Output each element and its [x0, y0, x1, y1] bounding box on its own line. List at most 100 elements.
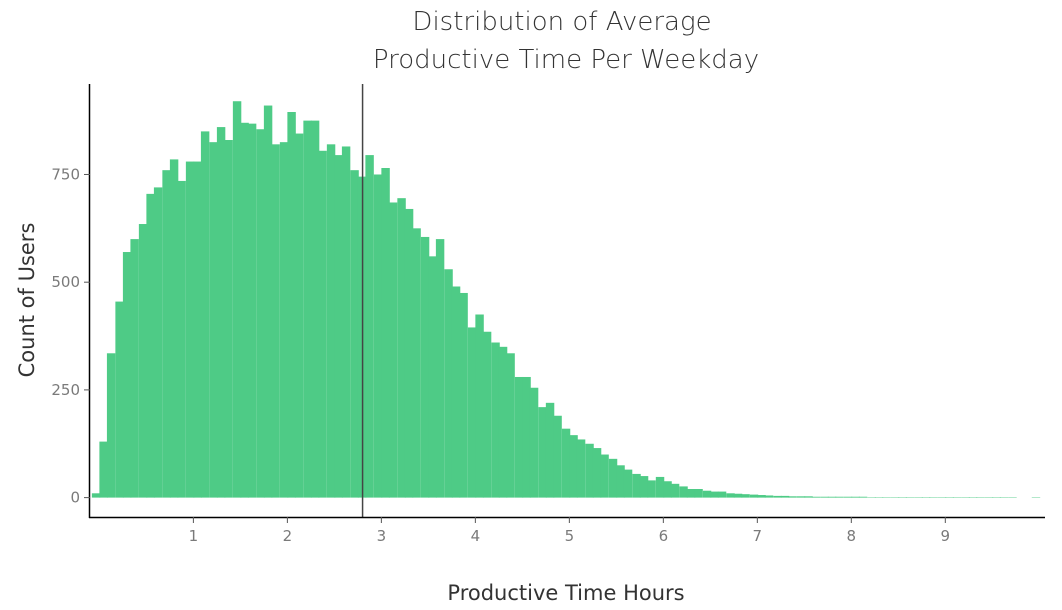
histogram-bar [138, 224, 148, 498]
y-tick-label: 500 [51, 273, 80, 291]
histogram-bar [99, 441, 108, 498]
histogram-bar [146, 193, 155, 498]
histogram-bar [326, 144, 336, 498]
histogram-bar [804, 496, 813, 498]
histogram-bar [788, 496, 797, 498]
histogram-bar [247, 123, 257, 498]
histogram-bar [162, 170, 171, 498]
x-tick-label: 8 [847, 527, 857, 545]
histogram-bar [670, 483, 680, 498]
histogram-bar [749, 494, 759, 498]
histogram-bar [851, 496, 860, 498]
histogram-bar [623, 469, 633, 498]
histogram-bar [773, 495, 782, 498]
histogram-bar [381, 168, 390, 498]
histogram-bar [585, 443, 594, 498]
histogram-bar [655, 476, 665, 498]
histogram-bar [444, 269, 453, 498]
histogram-bar [545, 402, 555, 498]
histogram-bar [240, 122, 249, 498]
histogram-bar [811, 496, 821, 498]
histogram-bar [420, 236, 430, 498]
x-tick-label: 9 [941, 527, 951, 545]
histogram-bar [271, 144, 280, 498]
histogram-bar [514, 376, 524, 498]
histogram-bar [764, 495, 774, 498]
y-axis-ticks: 0 250 500 750 [51, 165, 90, 507]
histogram-bar [153, 187, 163, 498]
histogram-bar [663, 481, 672, 498]
y-tick-label: 750 [51, 165, 80, 183]
histogram-bar [827, 496, 837, 498]
histogram-bar [350, 170, 359, 498]
histogram-bar [639, 476, 649, 498]
histogram-bar [91, 493, 101, 498]
histogram-bar [608, 458, 618, 498]
x-tick-label: 3 [377, 527, 387, 545]
histogram-bar [717, 491, 727, 498]
histogram-bar [334, 155, 343, 498]
x-axis-ticks: 1 2 3 4 5 6 7 8 9 [189, 517, 950, 545]
chart-title-line-1: Distribution of Average [412, 7, 711, 37]
histogram-bar [491, 342, 500, 498]
histogram-bar [561, 428, 571, 498]
histogram-bar [428, 256, 437, 498]
chart-title-line-2: Productive Time Per Weekday [373, 45, 759, 75]
histogram-bar [522, 376, 531, 498]
histogram-bar [475, 314, 484, 498]
histogram-bar [287, 112, 296, 498]
histogram-bar [303, 120, 312, 498]
histogram-bar [592, 448, 602, 498]
histogram-bar [435, 239, 445, 498]
histogram-bar [404, 208, 414, 498]
histogram-bar [177, 180, 186, 498]
histogram-bar [115, 301, 124, 498]
x-tick-label: 2 [283, 527, 293, 545]
histogram-bar [569, 435, 578, 498]
histogram-bar [710, 491, 719, 498]
histogram-bar [835, 496, 844, 498]
histogram-bar [130, 239, 139, 498]
axes [88, 84, 1045, 519]
histogram-bar [232, 101, 242, 498]
histogram-bar [122, 252, 132, 498]
histogram-bar [459, 292, 468, 498]
y-tick-label: 250 [51, 381, 80, 399]
histogram-bar [397, 198, 406, 498]
histogram-bar [318, 150, 327, 498]
histogram-bar [224, 140, 233, 498]
x-tick-label: 7 [753, 527, 763, 545]
histogram-bar [185, 161, 195, 498]
histogram-bar [741, 494, 750, 498]
histogram-bar [451, 286, 461, 498]
histogram-bar [412, 228, 421, 498]
histogram-bar [686, 489, 696, 498]
y-tick-label: 0 [70, 489, 80, 507]
histogram-bar [216, 127, 226, 498]
histogram-bar [529, 387, 539, 498]
histogram-bar [498, 346, 508, 498]
histogram-bars [91, 101, 1041, 498]
histogram-bar [757, 495, 766, 498]
histogram-bar [310, 120, 320, 498]
histogram-bar [294, 133, 304, 498]
histogram-bar [616, 465, 625, 498]
histogram-bar [733, 493, 743, 498]
histogram-bar [209, 142, 218, 498]
histogram-bar [780, 495, 790, 498]
histogram-bar [373, 174, 383, 498]
histogram-bar [193, 161, 202, 498]
x-tick-label: 6 [659, 527, 669, 545]
histogram-bar [600, 454, 609, 498]
histogram-bar [538, 407, 547, 498]
histogram-bar [388, 202, 398, 498]
histogram-bar [796, 496, 806, 498]
histogram-bar [702, 490, 712, 498]
histogram-bar [169, 159, 179, 498]
histogram-bar [647, 480, 656, 498]
histogram-bar [106, 353, 116, 498]
x-tick-label: 4 [471, 527, 481, 545]
histogram-bar [553, 415, 562, 498]
histogram-bar [263, 105, 273, 498]
